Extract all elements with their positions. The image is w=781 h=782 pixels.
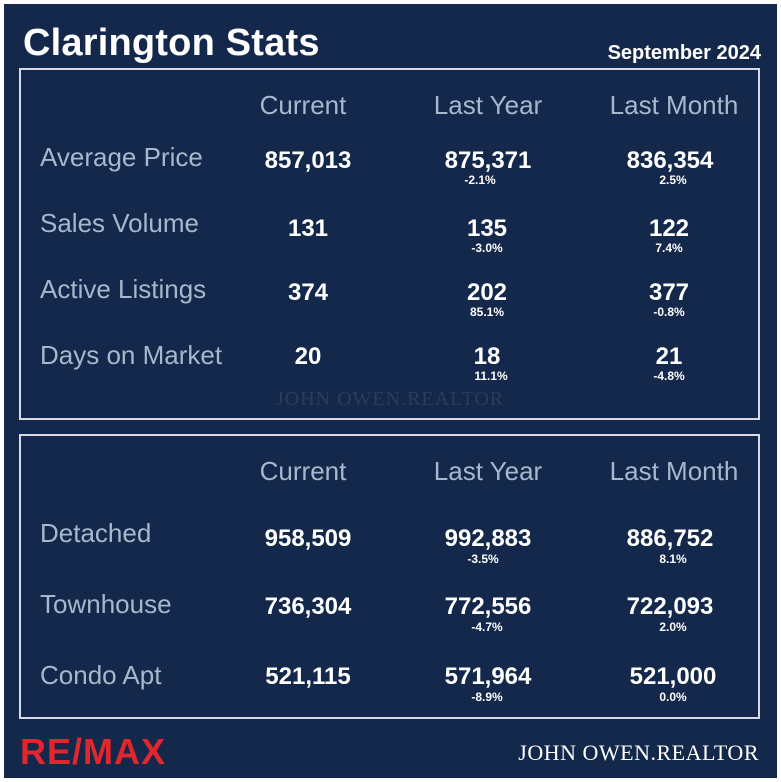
agent-signature: JOHN OWEN.REALTOR [518, 740, 759, 765]
column-header-last-month: Last Month [609, 90, 739, 120]
row-label-townhouse: Townhouse [40, 589, 172, 619]
sales-volume-current: 131 [287, 215, 329, 242]
report-date: September 2024 [607, 42, 761, 64]
column-header-last-month: Last Month [609, 456, 739, 486]
sales-volume-last-year: 135 [466, 215, 508, 242]
days-on-market-last-year: 18 [473, 343, 501, 370]
watermark: JOHN OWEN.REALTOR [276, 388, 505, 410]
column-header-last-year: Last Year [433, 90, 543, 120]
detached-current: 958,509 [264, 525, 352, 552]
active-listings-last-year-pct: 85.1% [469, 305, 505, 319]
page-title: Clarington Stats [23, 22, 320, 64]
column-header-last-year: Last Year [433, 456, 543, 486]
average-price-last-month: 836,354 [626, 147, 714, 174]
row-label-detached: Detached [40, 518, 152, 548]
days-on-market-last-year-pct: 11.1% [474, 369, 508, 383]
sales-volume-last-year-pct: -3.0% [471, 241, 503, 255]
detached-last-month-pct: 8.1% [659, 552, 687, 566]
detached-last-month: 886,752 [626, 525, 714, 552]
remax-logo: RE/MAX [20, 731, 167, 772]
days-on-market-last-month-pct: -4.8% [653, 369, 685, 383]
column-header-current: Current [259, 456, 347, 486]
detached-last-year: 992,883 [444, 525, 532, 552]
townhouse-last-month-pct: 2.0% [659, 620, 687, 634]
active-listings-last-month-pct: -0.8% [653, 305, 685, 319]
sales-volume-last-month-pct: 7.4% [655, 241, 683, 255]
average-price-last-month-pct: 2.5% [659, 173, 687, 187]
market-stats-panel: Current Last Year Last Month Average Pri… [19, 68, 760, 420]
townhouse-last-year: 772,556 [444, 593, 532, 620]
row-label-active-listings: Active Listings [40, 274, 207, 304]
average-price-last-year-pct: -2.1% [464, 173, 496, 187]
stats-card: Clarington Stats September 2024 Current … [4, 4, 777, 778]
average-price-last-year: 875,371 [444, 147, 532, 174]
row-label-days-on-market: Days on Market [40, 340, 223, 370]
row-label-average-price: Average Price [40, 142, 203, 172]
townhouse-last-year-pct: -4.7% [471, 620, 503, 634]
active-listings-current: 374 [287, 279, 329, 306]
sales-volume-last-month: 122 [648, 215, 690, 242]
condo-apt-last-year: 571,964 [444, 663, 532, 690]
days-on-market-current: 20 [294, 343, 322, 370]
column-header-current: Current [259, 90, 347, 120]
days-on-market-last-month: 21 [655, 343, 683, 370]
average-price-current: 857,013 [264, 147, 352, 174]
active-listings-last-year: 202 [466, 279, 508, 306]
townhouse-last-month: 722,093 [626, 593, 714, 620]
condo-apt-last-month-pct: 0.0% [659, 690, 687, 704]
condo-apt-current: 521,115 [265, 663, 351, 690]
active-listings-last-month: 377 [648, 279, 690, 306]
detached-last-year-pct: -3.5% [467, 552, 499, 566]
property-type-panel: Current Last Year Last Month Detached 95… [19, 434, 760, 719]
condo-apt-last-month: 521,000 [629, 663, 717, 690]
row-label-condo-apt: Condo Apt [40, 660, 162, 690]
townhouse-current: 736,304 [264, 593, 352, 620]
condo-apt-last-year-pct: -8.9% [471, 690, 503, 704]
row-label-sales-volume: Sales Volume [40, 208, 199, 238]
